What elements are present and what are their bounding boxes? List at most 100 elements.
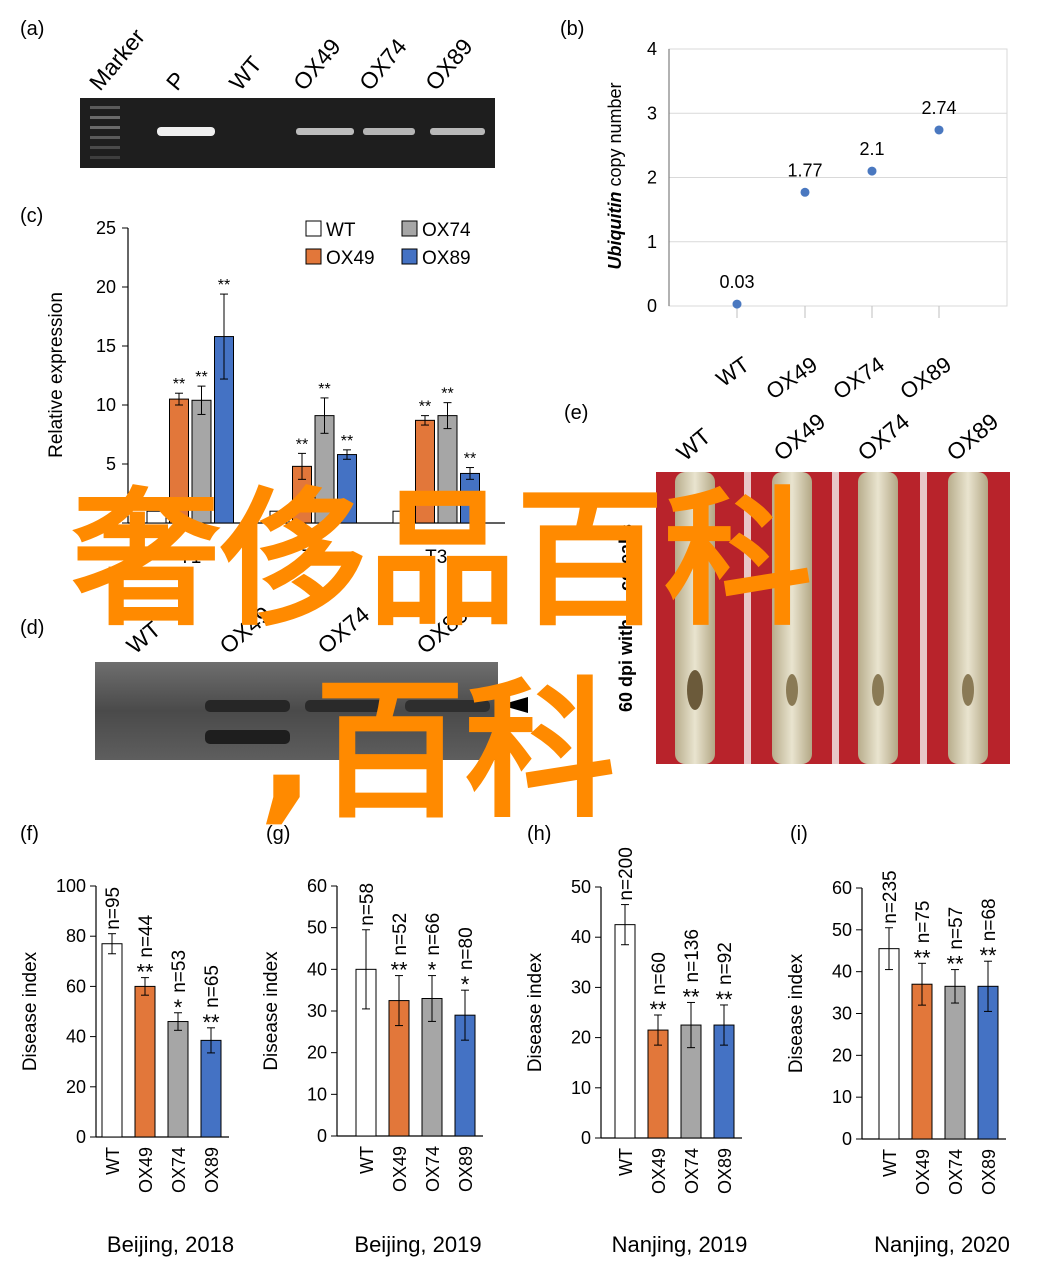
c-legend-swatch xyxy=(305,248,322,265)
h-n-label: n=200 xyxy=(616,847,637,900)
gel-background xyxy=(80,98,495,168)
panel-label-a: (a) xyxy=(20,18,45,40)
f-significance-mark: * xyxy=(174,995,183,1020)
h-significance-mark: ** xyxy=(715,987,733,1012)
c-x-tick-label: T2 xyxy=(302,547,324,568)
f-x-tick-label: WT xyxy=(103,1147,123,1175)
blot-band-ox49 xyxy=(205,700,290,712)
f-y-axis-label: Disease index xyxy=(20,951,41,1071)
b-data-point xyxy=(732,299,742,309)
h-y-tick-label: 40 xyxy=(571,927,591,947)
g-x-tick-label: WT xyxy=(357,1146,377,1174)
i-bar xyxy=(878,948,900,1140)
f-y-tick-label: 100 xyxy=(56,876,86,896)
c-x-tick-label: T1 xyxy=(179,547,201,568)
b-y-tick-label: 1 xyxy=(647,232,657,252)
h-y-tick-label: 20 xyxy=(571,1028,591,1048)
c-y-tick-label: 20 xyxy=(96,277,116,297)
f-bar xyxy=(101,943,123,1138)
f-y-tick-label: 40 xyxy=(66,1027,86,1047)
g-significance-mark: * xyxy=(428,958,437,983)
stem-ox49 xyxy=(772,472,812,764)
f-y-tick-label: 80 xyxy=(66,926,86,946)
b-y-tick-label: 2 xyxy=(647,168,657,188)
c-significance-mark: ** xyxy=(464,451,476,468)
c-legend-swatch xyxy=(401,248,418,265)
b-data-point xyxy=(800,187,810,197)
panel-label-h: (h) xyxy=(527,823,552,845)
i-x-tick-label: WT xyxy=(880,1149,900,1177)
f-y-tick-label: 60 xyxy=(66,976,86,996)
g-y-axis-label: Disease index xyxy=(261,951,282,1071)
h-y-tick-label: 10 xyxy=(571,1078,591,1098)
g-n-label: n=58 xyxy=(357,883,378,926)
i-y-tick-label: 0 xyxy=(842,1129,852,1149)
b-data-label: 0.03 xyxy=(719,272,754,292)
g-x-tick-label: OX89 xyxy=(456,1146,476,1192)
c-significance-mark: ** xyxy=(318,381,330,398)
g-significance-mark: ** xyxy=(390,958,408,983)
h-y-tick-label: 0 xyxy=(581,1128,591,1148)
b-data-point xyxy=(934,125,944,135)
c-legend-label: OX49 xyxy=(326,248,375,269)
panel-label-i: (i) xyxy=(790,823,808,845)
panel-label-f: (f) xyxy=(20,823,39,845)
h-x-tick-label: OX49 xyxy=(649,1148,669,1194)
h-significance-mark: ** xyxy=(649,997,667,1022)
h-bar xyxy=(647,1029,669,1139)
g-y-tick-label: 40 xyxy=(307,959,327,979)
b-y-tick-label: 4 xyxy=(647,39,657,59)
g-y-tick-label: 0 xyxy=(317,1126,327,1146)
h-x-tick-label: OX74 xyxy=(682,1148,702,1194)
i-y-tick-label: 40 xyxy=(832,962,852,982)
c-legend-label: OX74 xyxy=(422,220,471,241)
i-bar xyxy=(944,985,966,1140)
g-y-tick-label: 20 xyxy=(307,1043,327,1063)
stem-ox74 xyxy=(858,472,898,764)
i-y-tick-label: 50 xyxy=(832,920,852,940)
b-data-point xyxy=(867,166,877,176)
g-y-tick-label: 50 xyxy=(307,918,327,938)
c-y-tick-label: 15 xyxy=(96,336,116,356)
f-x-tick-label: OX74 xyxy=(169,1147,189,1193)
i-significance-mark: ** xyxy=(979,943,997,968)
panel-label-b: (b) xyxy=(560,18,585,40)
i-x-tick-label: OX74 xyxy=(946,1149,966,1195)
i-n-label: n=235 xyxy=(880,870,901,923)
stem-ox89 xyxy=(948,472,988,764)
i-x-tick-label: OX49 xyxy=(913,1149,933,1195)
h-n-label: n=60 xyxy=(649,952,670,995)
g-significance-mark: * xyxy=(461,972,470,997)
c-bar xyxy=(269,510,290,524)
c-y-tick-label: 25 xyxy=(96,218,116,238)
h-y-axis-label: Disease index xyxy=(525,952,546,1072)
blot-band-ox49-lower xyxy=(205,730,290,744)
f-bar xyxy=(134,985,156,1138)
arrowhead-icon xyxy=(500,697,528,713)
b-y-tick-label: 3 xyxy=(647,103,657,123)
c-bar xyxy=(392,510,413,524)
c-legend-swatch xyxy=(305,220,322,237)
i-n-label: n=68 xyxy=(979,898,1000,941)
c-significance-mark: ** xyxy=(218,277,230,294)
band-ox89 xyxy=(430,128,485,135)
g-n-label: n=80 xyxy=(456,927,477,970)
blot-band-ox89 xyxy=(405,700,490,712)
f-x-tick-label: OX89 xyxy=(202,1147,222,1193)
b-y-axis-label: Ubiquitin copy number xyxy=(605,82,625,269)
i-bar xyxy=(911,983,933,1140)
g-y-tick-label: 10 xyxy=(307,1084,327,1104)
h-x-tick-label: OX89 xyxy=(715,1148,735,1194)
band-ox74 xyxy=(363,128,415,135)
c-significance-mark: ** xyxy=(195,369,207,386)
g-x-axis-label: Beijing, 2019 xyxy=(354,1232,481,1257)
c-significance-mark: ** xyxy=(341,433,353,450)
c-y-tick-label: 0 xyxy=(106,513,116,533)
i-x-tick-label: OX89 xyxy=(979,1149,999,1195)
h-n-label: n=92 xyxy=(715,942,736,985)
